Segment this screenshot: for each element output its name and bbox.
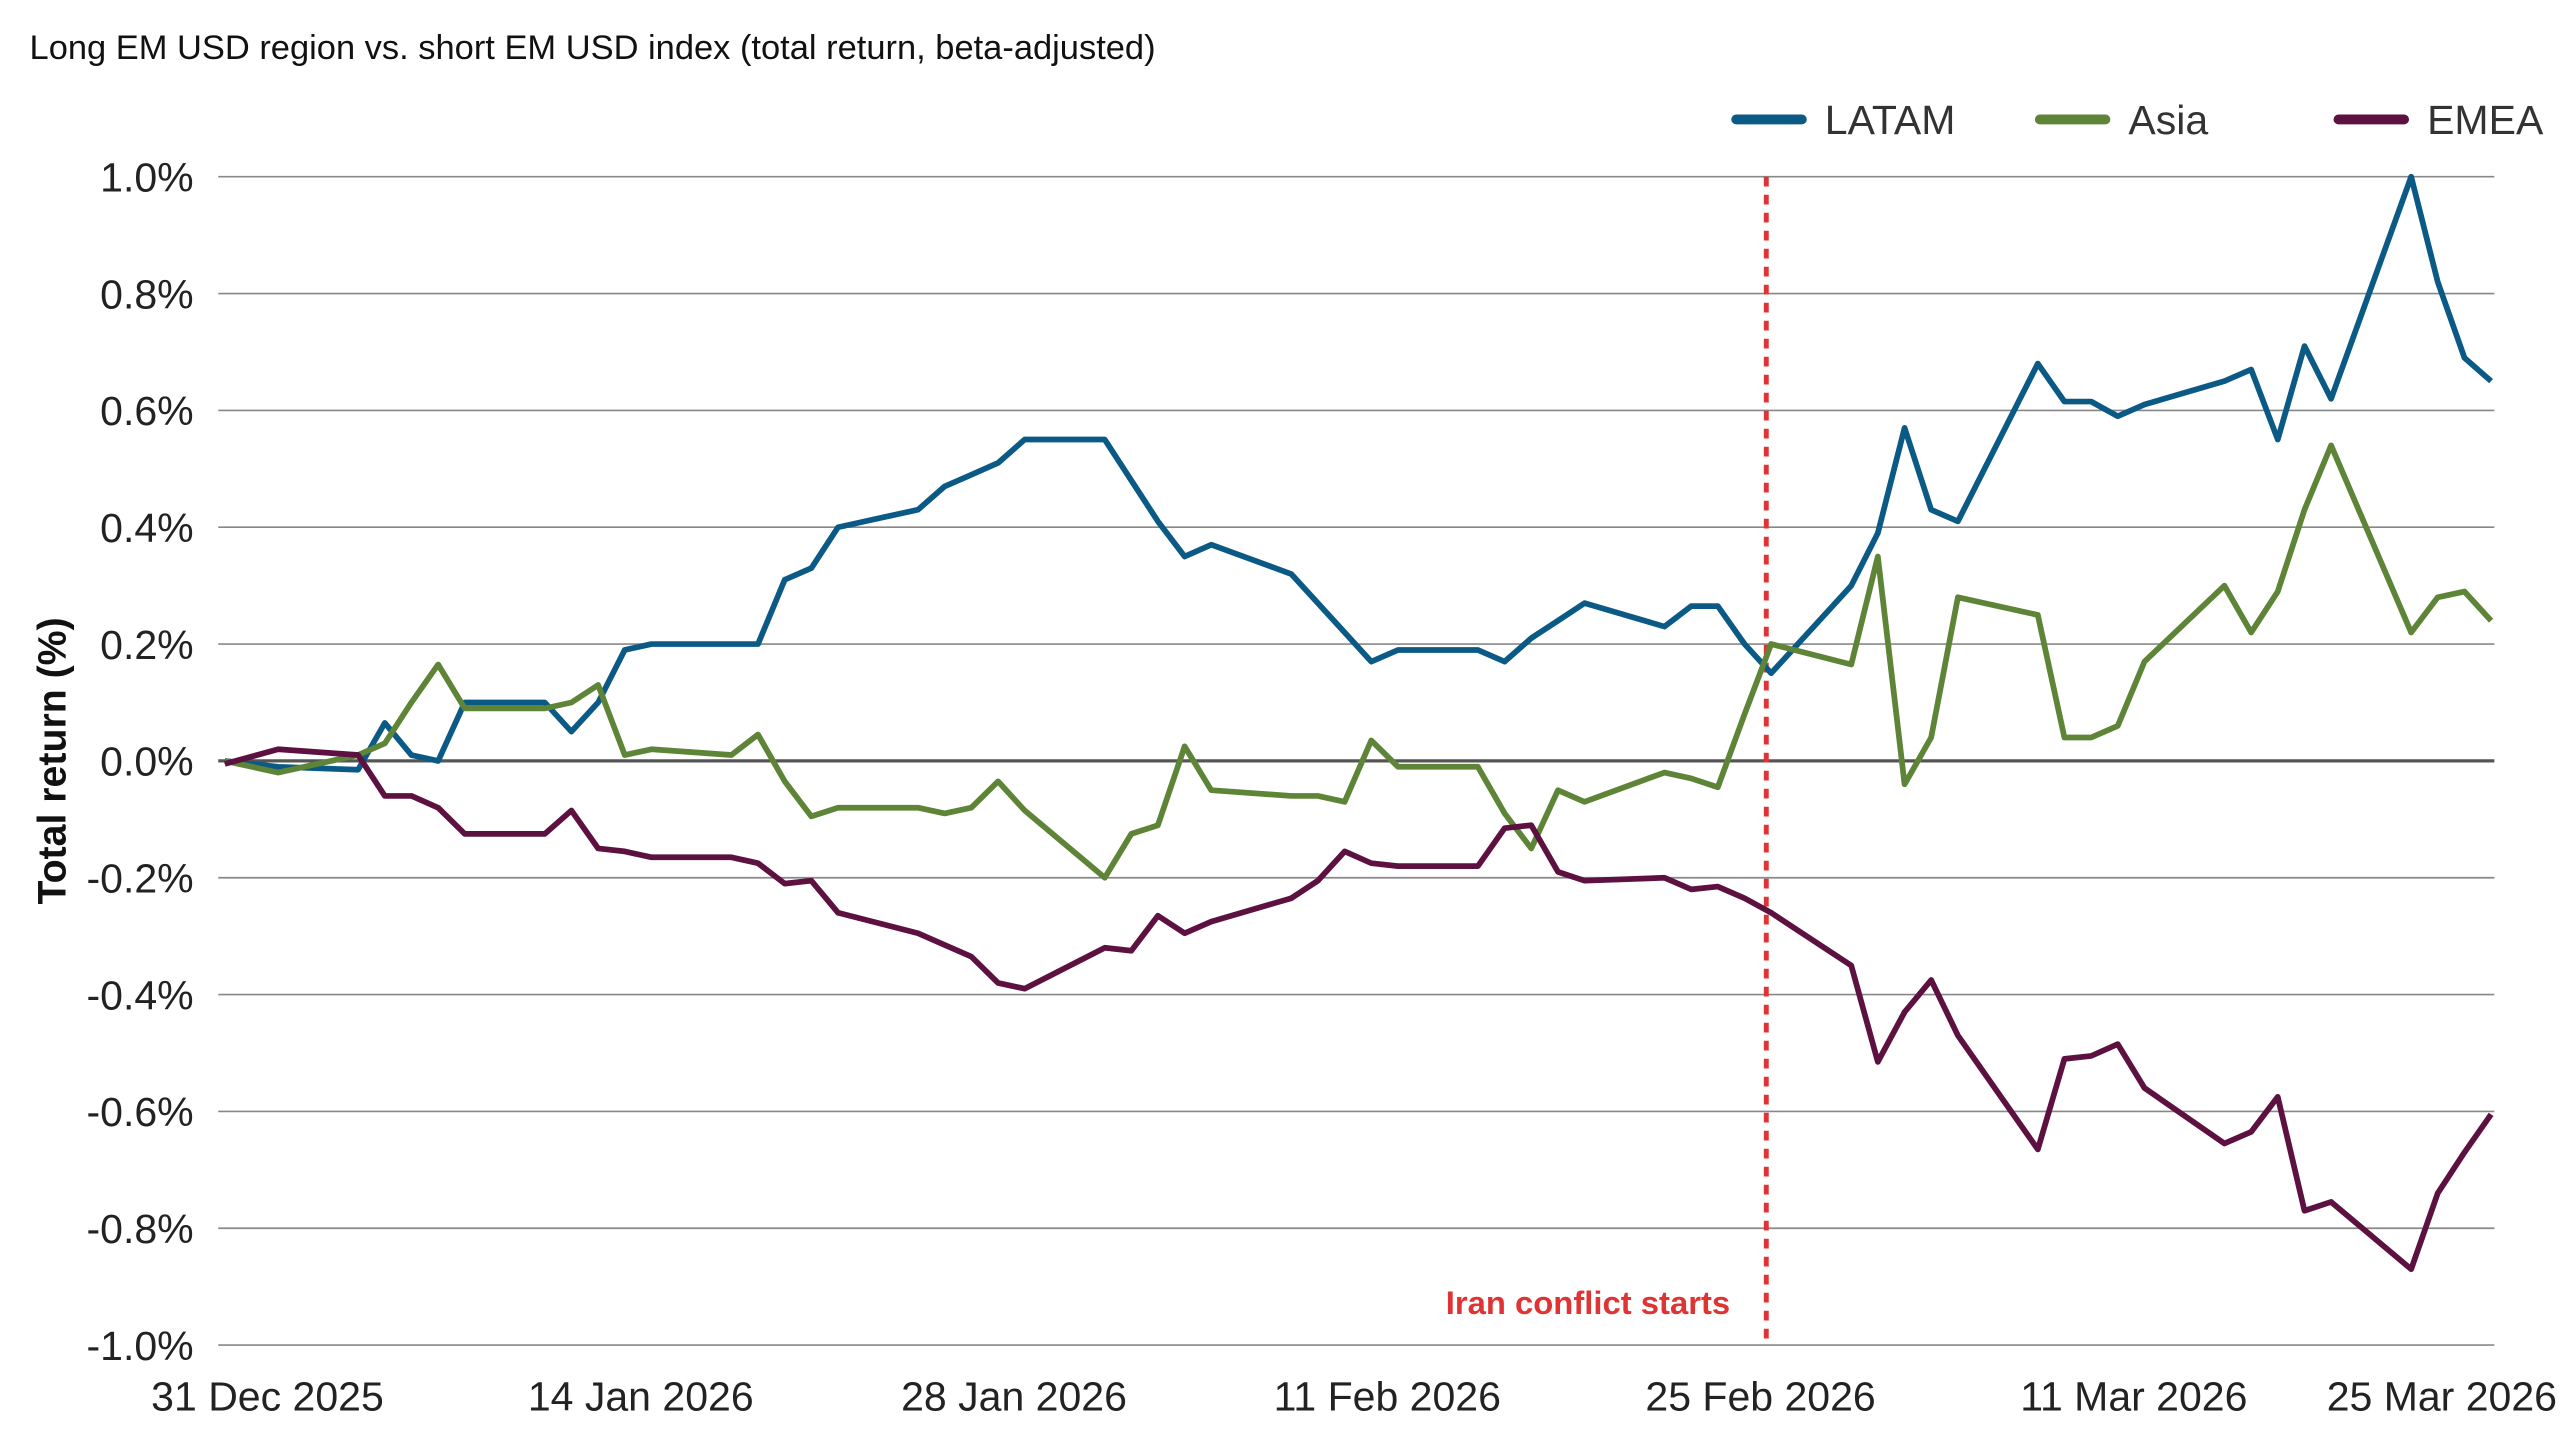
legend-label-latam: LATAM [1825, 97, 1956, 143]
y-tick-label: -0.2% [87, 856, 194, 902]
x-tick-label: 11 Mar 2026 [2020, 1374, 2247, 1420]
series-lines [224, 173, 2494, 1273]
y-tick-label: -0.6% [87, 1089, 194, 1135]
y-tick-label: 1.0% [100, 155, 193, 201]
legend: LATAM Asia EMEA [1731, 97, 2544, 143]
series-line-latam [224, 173, 2493, 773]
y-tick-label: 0.4% [100, 505, 193, 551]
x-tick-label: 25 Feb 2026 [1645, 1374, 1875, 1420]
y-tick-label: -1.0% [87, 1323, 194, 1369]
event-label: Iran conflict starts [1446, 1284, 1730, 1321]
x-tick-labels: 31 Dec 2025 14 Jan 2026 28 Jan 2026 11 Feb … [151, 1374, 2557, 1420]
y-axis-label: Total return (%) [31, 617, 75, 904]
legend-label-emea: EMEA [2427, 97, 2544, 143]
x-tick-label: 31 Dec 2025 [151, 1374, 384, 1420]
x-tick-label: 14 Jan 2026 [528, 1374, 754, 1420]
x-tick-label: 28 Jan 2026 [901, 1374, 1127, 1420]
legend-label-asia: Asia [2128, 97, 2208, 143]
series-line-emea [224, 746, 2494, 1273]
y-tick-label: 0.2% [100, 622, 193, 668]
event-annotation: Iran conflict starts [1446, 176, 1769, 1346]
x-tick-label: 11 Feb 2026 [1274, 1374, 1501, 1420]
series-line-asia [224, 442, 2494, 881]
y-tick-label: -0.8% [87, 1206, 194, 1252]
y-tick-labels: 1.0% 0.8% 0.6% 0.4% 0.2% 0.0% -0.2% -0.4% -0.6% -… [87, 155, 194, 1369]
chart-title: Long EM USD region vs. short EM USD inde… [30, 29, 1156, 67]
y-tick-label: 0.0% [100, 739, 193, 785]
x-tick-label: 25 Mar 2026 [2327, 1374, 2557, 1420]
gridlines [218, 175, 2495, 1346]
y-tick-label: 0.8% [100, 271, 193, 317]
y-tick-label: 0.6% [100, 388, 193, 434]
y-tick-label: -0.4% [87, 972, 194, 1018]
